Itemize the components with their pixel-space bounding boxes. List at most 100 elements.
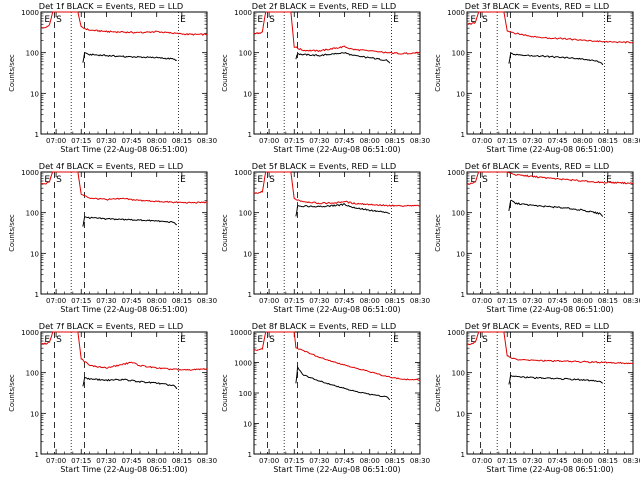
x-axis-label: Start Time (22-Aug-08 06:51:00) xyxy=(60,465,187,474)
series-events-line xyxy=(82,216,178,227)
interval-marker: E xyxy=(180,335,186,345)
x-axis-label: Start Time (22-Aug-08 06:51:00) xyxy=(486,465,613,474)
chart-title: Det 1f BLACK = Events, RED = LLD xyxy=(39,1,183,11)
interval-marker: S xyxy=(269,15,275,25)
x-tick-label: 07:45 xyxy=(121,457,141,465)
x-tick-label: 08:15 xyxy=(385,297,405,305)
x-tick-label: 07:30 xyxy=(96,297,116,305)
y-tick-label: 1 xyxy=(35,451,39,459)
x-tick-label: 08:00 xyxy=(573,457,593,465)
interval-marker: E xyxy=(257,335,263,345)
interval-marker: S xyxy=(56,175,62,185)
x-tick-label: 07:45 xyxy=(121,297,141,305)
series-events-line xyxy=(82,377,178,390)
x-tick-label: 08:00 xyxy=(147,457,167,465)
x-tick-label: 07:00 xyxy=(46,297,66,305)
x-tick-label: 07:45 xyxy=(547,457,567,465)
y-tick-label: 10 xyxy=(456,90,465,98)
series-lld-line xyxy=(253,331,421,381)
x-tick-label: 08:15 xyxy=(172,297,192,305)
series-lld-line xyxy=(40,171,208,204)
y-tick-label: 100 xyxy=(26,370,39,378)
x-tick-label: 08:00 xyxy=(573,137,593,145)
x-tick-label: 07:15 xyxy=(71,297,91,305)
y-tick-label: 10 xyxy=(30,410,39,418)
chart-panel: Det 8f BLACK = Events, RED = LLD 1 10 100 10… xyxy=(221,321,430,474)
interval-marker: E xyxy=(393,335,399,345)
x-tick-label: 07:45 xyxy=(121,137,141,145)
y-axis-label: Counts/sec xyxy=(8,214,16,252)
chart-panel: Det 4f BLACK = Events, RED = LLD 1 10 100 10… xyxy=(8,161,217,314)
y-tick-label: 100 xyxy=(452,210,465,218)
x-tick-label: 08:00 xyxy=(147,297,167,305)
interval-marker: E xyxy=(606,15,612,25)
y-axis-label: Counts/sec xyxy=(434,374,442,412)
y-tick-label: 10 xyxy=(243,421,252,429)
interval-marker: E xyxy=(470,175,476,185)
x-tick-label: 08:00 xyxy=(360,137,380,145)
x-tick-label: 07:30 xyxy=(309,457,329,465)
plot-frame xyxy=(466,331,634,455)
x-tick-label: 08:30 xyxy=(197,297,217,305)
x-tick-label: 08:30 xyxy=(410,457,430,465)
chart-title: Det 5f BLACK = Events, RED = LLD xyxy=(252,161,396,171)
x-tick-label: 08:30 xyxy=(623,137,640,145)
x-tick-label: 08:30 xyxy=(197,457,217,465)
x-tick-label: 07:45 xyxy=(334,137,354,145)
chart-title: Det 4f BLACK = Events, RED = LLD xyxy=(39,161,183,171)
series-lld-line xyxy=(253,11,421,55)
y-tick-label: 1 xyxy=(248,291,252,299)
y-tick-label: 1 xyxy=(35,131,39,139)
interval-marker: S xyxy=(269,175,275,185)
series-lld-line xyxy=(467,11,634,44)
plot-frame xyxy=(40,171,208,295)
x-tick-label: 08:00 xyxy=(147,137,167,145)
interval-marker: S xyxy=(482,175,488,185)
x-tick-label: 07:15 xyxy=(497,457,517,465)
plot-frame xyxy=(466,11,634,135)
y-tick-label: 10 xyxy=(456,250,465,258)
x-tick-label: 07:30 xyxy=(96,457,116,465)
x-tick-label: 07:30 xyxy=(309,297,329,305)
interval-marker: S xyxy=(56,15,62,25)
y-tick-label: 10 xyxy=(243,250,252,258)
x-axis-label: Start Time (22-Aug-08 06:51:00) xyxy=(273,465,400,474)
y-tick-label: 1000 xyxy=(447,169,465,177)
x-axis-label: Start Time (22-Aug-08 06:51:00) xyxy=(486,145,613,154)
x-tick-label: 07:00 xyxy=(259,137,279,145)
plot-frame xyxy=(253,11,421,135)
plot-frame xyxy=(40,11,208,135)
series-lld-line xyxy=(40,11,208,36)
x-tick-label: 08:15 xyxy=(385,137,405,145)
x-tick-label: 08:15 xyxy=(598,297,618,305)
x-tick-label: 08:30 xyxy=(623,457,640,465)
x-axis-label: Start Time (22-Aug-08 06:51:00) xyxy=(273,145,400,154)
y-tick-label: 10 xyxy=(30,90,39,98)
x-tick-label: 08:00 xyxy=(360,297,380,305)
x-axis-label: Start Time (22-Aug-08 06:51:00) xyxy=(273,305,400,314)
y-tick-label: 1 xyxy=(248,451,252,459)
x-tick-label: 07:30 xyxy=(522,137,542,145)
plot-frame xyxy=(253,331,421,455)
x-tick-label: 07:00 xyxy=(259,297,279,305)
chart-panel: Det 7f BLACK = Events, RED = LLD 1 10 100 10… xyxy=(8,321,217,474)
chart-panel: Det 9f BLACK = Events, RED = LLD 1 10 100 10… xyxy=(434,321,640,474)
plot-frame xyxy=(466,171,634,295)
plot-frame xyxy=(40,331,208,455)
x-axis-label: Start Time (22-Aug-08 06:51:00) xyxy=(60,145,187,154)
x-tick-label: 07:30 xyxy=(96,137,116,145)
y-tick-label: 10 xyxy=(30,250,39,258)
interval-marker: S xyxy=(482,335,488,345)
chart-title: Det 9f BLACK = Events, RED = LLD xyxy=(465,321,609,331)
x-tick-label: 07:45 xyxy=(334,457,354,465)
interval-marker: E xyxy=(180,15,186,25)
y-tick-label: 1 xyxy=(461,131,465,139)
x-axis-label: Start Time (22-Aug-08 06:51:00) xyxy=(60,305,187,314)
y-tick-label: 1000 xyxy=(234,169,252,177)
y-tick-label: 100 xyxy=(452,370,465,378)
interval-marker: E xyxy=(257,15,263,25)
x-tick-label: 07:30 xyxy=(309,137,329,145)
x-tick-label: 07:45 xyxy=(334,297,354,305)
chart-title: Det 6f BLACK = Events, RED = LLD xyxy=(465,161,609,171)
